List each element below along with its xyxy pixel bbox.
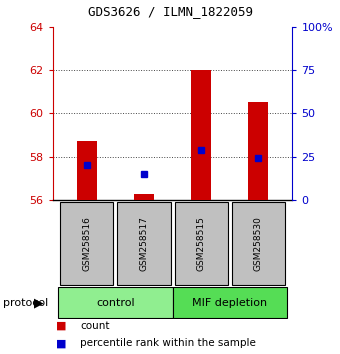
Bar — [77, 141, 97, 200]
FancyBboxPatch shape — [61, 202, 114, 285]
Text: control: control — [96, 298, 135, 308]
FancyBboxPatch shape — [58, 287, 173, 318]
Text: GSM258530: GSM258530 — [254, 216, 263, 271]
Text: percentile rank within the sample: percentile rank within the sample — [80, 338, 256, 348]
Text: ■: ■ — [56, 321, 67, 331]
Bar — [134, 194, 154, 200]
FancyBboxPatch shape — [173, 287, 287, 318]
FancyBboxPatch shape — [174, 202, 227, 285]
Text: GSM258516: GSM258516 — [82, 216, 91, 271]
Text: count: count — [80, 321, 109, 331]
Text: ▶: ▶ — [34, 296, 44, 309]
Bar — [248, 102, 268, 200]
Text: ■: ■ — [56, 338, 67, 348]
FancyBboxPatch shape — [118, 202, 171, 285]
Text: MIF depletion: MIF depletion — [192, 298, 267, 308]
Bar — [191, 70, 211, 200]
Text: GDS3626 / ILMN_1822059: GDS3626 / ILMN_1822059 — [87, 5, 253, 18]
FancyBboxPatch shape — [232, 202, 285, 285]
Text: GSM258515: GSM258515 — [197, 216, 206, 271]
Text: GSM258517: GSM258517 — [139, 216, 149, 271]
Text: protocol: protocol — [3, 298, 49, 308]
